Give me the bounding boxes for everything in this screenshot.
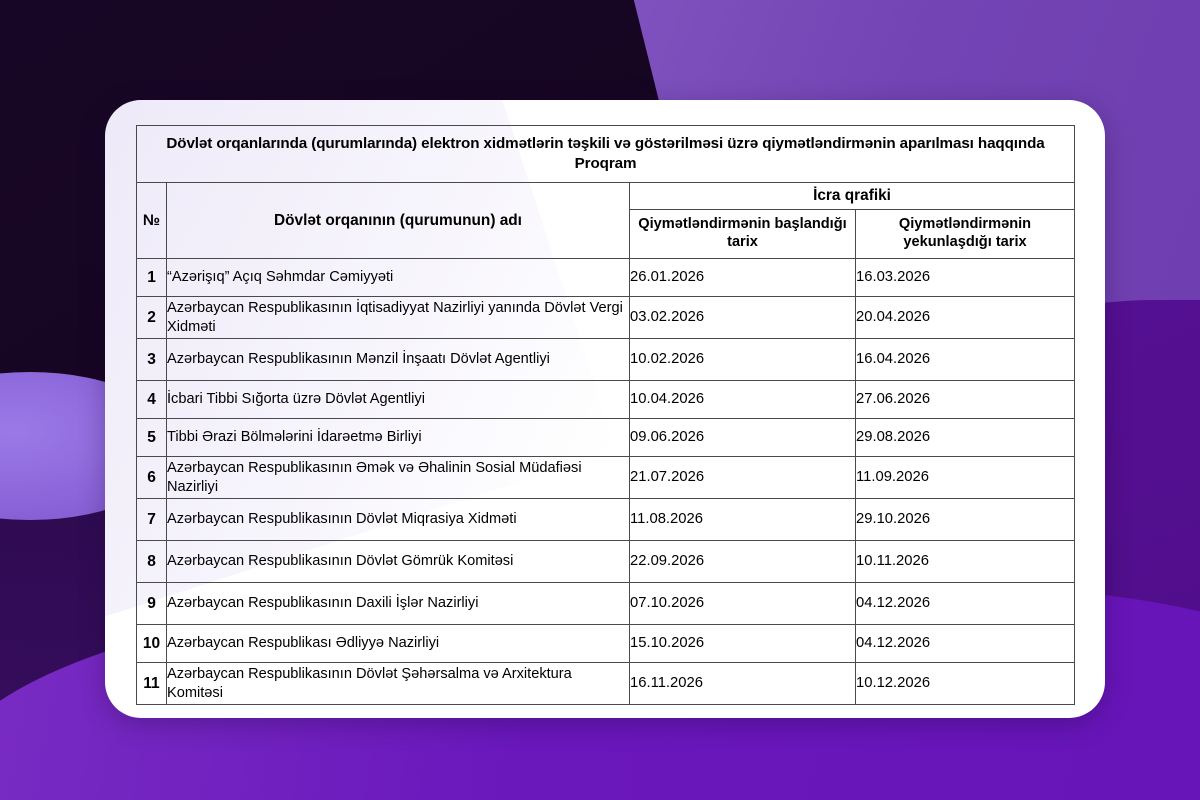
table-row: 3 Azərbaycan Respublikasının Mənzil İnşaa…	[136, 338, 1076, 381]
cell-end-date: 27.06.2026	[854, 380, 1076, 419]
cell-organization: Azərbaycan Respublikasının İqtisadiyyat …	[166, 296, 630, 339]
column-header-end-date: Qiymətləndirmənin yekunlaşdığı tarix	[854, 209, 1076, 259]
cell-row-number: 7	[136, 498, 167, 541]
cell-organization: Azərbaycan Respublikasının Dövlət Miqras…	[166, 498, 630, 541]
cell-start-date: 10.02.2026	[629, 338, 856, 381]
table-row: 4 İcbari Tibbi Sığorta üzrə Dövlət Agentl…	[136, 380, 1076, 419]
cell-start-date: 07.10.2026	[629, 582, 856, 625]
cell-row-number: 11	[136, 662, 167, 705]
cell-row-number: 10	[136, 624, 167, 663]
table-header-row-2: Qiymətləndirmənin başlandığı tarix Qiymə…	[137, 209, 1076, 259]
cell-organization: Tibbi Ərazi Bölmələrini İdarəetmə Birliy…	[166, 418, 630, 457]
table-row: 8 Azərbaycan Respublikasının Dövlət Gömrü…	[136, 540, 1076, 583]
page-title: Dövlət orqanlarında (qurumlarında) elekt…	[135, 125, 1076, 183]
cell-organization: Azərbaycan Respublikasının Mənzil İnşaat…	[166, 338, 630, 381]
cell-organization: Azərbaycan Respublikasının Əmək və Əhali…	[166, 456, 630, 499]
cell-end-date: 16.04.2026	[854, 338, 1076, 381]
table-title-row: Dövlət orqanlarında (qurumlarında) elekt…	[135, 125, 1076, 183]
column-header-organization: Dövlət orqanının (qurumunun) adı	[166, 182, 630, 259]
cell-end-date: 04.12.2026	[854, 582, 1076, 625]
cell-organization: “Azərişıq” Açıq Səhmdar Cəmiyyəti	[166, 258, 630, 297]
cell-organization: Azərbaycan Respublikasının Dövlət Gömrük…	[166, 540, 630, 583]
column-header-schedule-group: İcra qrafiki	[628, 182, 1076, 210]
cell-row-number: 2	[136, 296, 167, 339]
column-header-start-date: Qiymətləndirmənin başlandığı tarix	[629, 209, 856, 259]
cell-end-date: 29.08.2026	[854, 418, 1076, 457]
program-table: Dövlət orqanlarında (qurumlarında) elekt…	[135, 125, 1076, 705]
table-row: 10 Azərbaycan Respublikası Ədliyyə Nazirl…	[136, 624, 1076, 663]
cell-start-date: 03.02.2026	[629, 296, 856, 339]
cell-organization: İcbari Tibbi Sığorta üzrə Dövlət Agentli…	[166, 380, 630, 419]
table-row: 9 Azərbaycan Respublikasının Daxili İşlər…	[136, 582, 1076, 625]
cell-start-date: 15.10.2026	[629, 624, 856, 663]
cell-end-date: 04.12.2026	[854, 624, 1076, 663]
cell-end-date: 11.09.2026	[854, 456, 1076, 499]
cell-end-date: 10.11.2026	[854, 540, 1076, 583]
cell-start-date: 21.07.2026	[629, 456, 856, 499]
table-head: Dövlət orqanlarında (qurumlarında) elekt…	[135, 125, 1076, 259]
cell-start-date: 11.08.2026	[629, 498, 856, 541]
cell-row-number: 6	[136, 456, 167, 499]
table-container: Dövlət orqanlarında (qurumlarında) elekt…	[135, 125, 1076, 705]
document-card: Dövlət orqanlarında (qurumlarında) elekt…	[105, 100, 1105, 718]
table-row: 1 “Azərişıq” Açıq Səhmdar Cəmiyyəti 26.01.…	[136, 258, 1076, 297]
cell-start-date: 10.04.2026	[629, 380, 856, 419]
cell-organization: Azərbaycan Respublikası Ədliyyə Nazirliy…	[166, 624, 630, 663]
cell-organization: Azərbaycan Respublikasının Daxili İşlər …	[166, 582, 630, 625]
table-row: 5 Tibbi Ərazi Bölmələrini İdarəetmə Birli…	[136, 418, 1076, 457]
cell-end-date: 16.03.2026	[854, 258, 1076, 297]
cell-end-date: 29.10.2026	[854, 498, 1076, 541]
table-header-row-1: № Dövlət orqanının (qurumunun) adı İcra …	[136, 182, 1076, 259]
table-row: 6 Azərbaycan Respublikasının Əmək və Əhal…	[136, 456, 1076, 499]
cell-row-number: 9	[136, 582, 167, 625]
cell-start-date: 09.06.2026	[629, 418, 856, 457]
cell-organization: Azərbaycan Respublikasının Dövlət Şəhərs…	[166, 662, 630, 705]
table-body: 1 “Azərişıq” Açıq Səhmdar Cəmiyyəti 26.01.…	[136, 258, 1076, 705]
cell-end-date: 10.12.2026	[854, 662, 1076, 705]
cell-row-number: 8	[136, 540, 167, 583]
table-row: 7 Azərbaycan Respublikasının Dövlət Miqra…	[136, 498, 1076, 541]
cell-row-number: 3	[136, 338, 167, 381]
cell-row-number: 5	[136, 418, 167, 457]
table-row: 11 Azərbaycan Respublikasının Dövlət Şəhə…	[136, 662, 1076, 705]
cell-start-date: 22.09.2026	[629, 540, 856, 583]
cell-end-date: 20.04.2026	[854, 296, 1076, 339]
cell-row-number: 1	[136, 258, 167, 297]
cell-start-date: 26.01.2026	[629, 258, 856, 297]
column-header-no: №	[136, 182, 167, 259]
cell-start-date: 16.11.2026	[629, 662, 856, 705]
cell-row-number: 4	[136, 380, 167, 419]
table-row: 2 Azərbaycan Respublikasının İqtisadiyyat…	[136, 296, 1076, 339]
